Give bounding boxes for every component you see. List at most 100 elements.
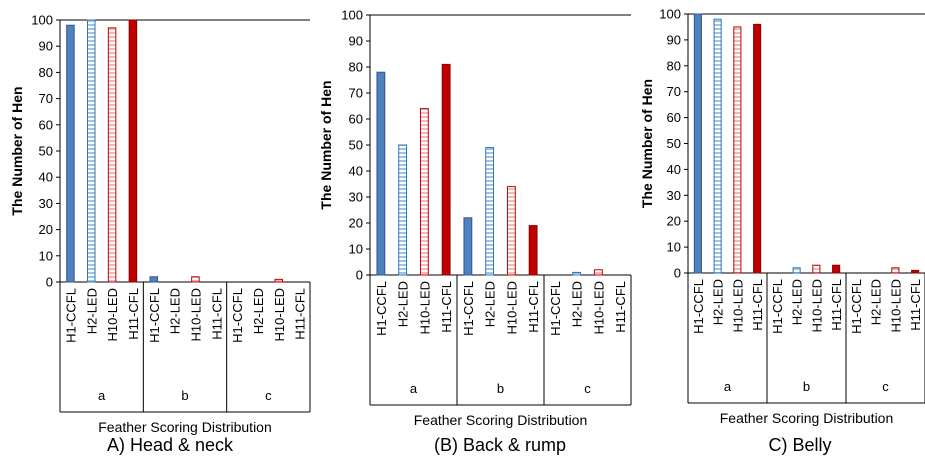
y-tick-label: 80 [667,58,681,73]
y-tick-label: 60 [349,112,363,127]
x-category-label: H10-LED [272,288,287,341]
y-tick-label: 90 [349,34,363,49]
y-tick-label: 50 [349,138,363,153]
x-category-label: H10-LED [888,279,903,332]
y-tick-label: 60 [667,110,681,125]
x-category-label: H2-LED [168,288,183,334]
y-tick-label: 10 [39,248,53,263]
y-tick-label: 100 [659,7,681,22]
y-tick-label: 70 [349,86,363,101]
y-tick-label: 40 [667,162,681,177]
x-category-label: H2-LED [711,279,726,325]
x-category-label: H10-LED [504,281,519,334]
bar-a-h11-cfl [441,63,451,276]
y-tick-label: 0 [46,275,53,290]
x-category-label: H10-LED [417,281,432,334]
bar-b-h2-led [485,147,495,276]
x-category-label: H1-CCFL [63,288,78,343]
bar-c-h11-cfl [911,269,920,274]
x-category-label: H2-LED [84,288,99,334]
x-group-label: a [724,379,732,394]
bar-a-h1-ccfl [376,71,386,276]
bar-a-h11-cfl [128,19,138,283]
y-tick-label: 50 [667,136,681,151]
bar-c-h10-led [593,269,603,276]
bar-c-h2-led [572,271,582,276]
x-category-label: H1-CCFL [548,281,563,336]
x-category-label: H11-CFL [126,288,141,340]
x-category-label: H11-CFL [526,281,541,333]
bar-a-h2-led [87,19,96,283]
bar-b-h10-led [812,264,821,274]
x-group-label: a [98,388,106,403]
bar-a-h2-led [713,18,722,274]
x-category-label: H11-CFL [613,281,628,333]
y-tick-label: 70 [667,84,681,99]
x-group-label: a [410,381,418,396]
y-axis-title: The Number of Hen [639,79,655,208]
y-tick-label: 70 [39,91,53,106]
bar-c-h10-led [891,267,900,274]
bar-a-h2-led [398,144,408,276]
bar-b-h11-cfl [832,264,841,274]
x-category-label: H11-CFL [750,279,765,331]
x-category-label: H1-CCFL [849,279,864,334]
bar-a-h10-led [107,27,117,283]
bar-b-h11-cfl [528,225,538,276]
x-category-label: H10-LED [105,288,120,341]
y-tick-label: 10 [349,242,363,257]
bar-b-h2-led [792,267,801,274]
x-group-label: c [882,379,889,394]
bar-a-h10-led [733,26,742,274]
y-tick-label: 20 [39,222,53,237]
y-tick-label: 0 [356,268,363,283]
x-category-label: H2-LED [869,279,884,325]
bar-b-h10-led [506,186,516,276]
x-category-label: H1-CCFL [691,279,706,334]
x-category-label: H11-CFL [829,279,844,331]
bar-b-h1-ccfl [149,276,158,283]
bar-c-h10-led [274,278,283,283]
x-category-label: H2-LED [483,281,498,327]
y-tick-label: 30 [39,196,53,211]
bar-a-h11-cfl [753,23,762,274]
y-tick-label: 90 [39,39,53,54]
x-category-label: H10-LED [188,288,203,341]
y-tick-label: 30 [349,190,363,205]
y-tick-label: 20 [667,214,681,229]
x-category-label: H1-CCFL [461,281,476,336]
x-category-label: H10-LED [591,281,606,334]
bar-b-h10-led [191,276,200,283]
chart-panel-3: 0 10 20 30 40 50 60 70 80 90 100 H1-CCFL H2-LED H10-L… [639,7,925,455]
chart-caption: C) Belly [768,435,831,455]
chart-caption: A) Head & neck [107,435,234,455]
y-tick-label: 100 [31,13,53,28]
x-category-label: H10-LED [809,279,824,332]
y-tick-label: 0 [674,266,681,281]
bar-b-h1-ccfl [463,217,473,276]
x-group-label: b [497,381,504,396]
x-group-label: c [584,381,591,396]
y-tick-label: 40 [349,164,363,179]
y-tick-label: 80 [349,60,363,75]
x-category-label: H11-CFL [293,288,308,340]
y-tick-label: 100 [341,8,363,23]
bar-a-h1-ccfl [693,13,702,274]
y-axis-title: The Number of Hen [9,86,25,215]
chart-panel-1: 0 10 20 30 40 50 60 70 80 90 100 H1-CCFL H2-LED H10-L… [9,13,311,455]
x-axis-title: Feather Scoring Distribution [98,419,272,435]
x-category-label: H11-CFL [209,288,224,340]
chart-panel-2: 0 10 20 30 40 50 60 70 80 90 100 H1-CCFL H2-LED H10-L… [318,8,632,455]
y-tick-label: 50 [39,144,53,159]
x-category-label: H2-LED [396,281,411,327]
x-category-label: H2-LED [790,279,805,325]
y-tick-label: 30 [667,188,681,203]
x-group-label: b [181,388,188,403]
y-tick-label: 80 [39,65,53,80]
x-category-label: H2-LED [251,288,266,334]
bar-a-h1-ccfl [66,24,75,283]
x-category-label: H11-CFL [439,281,454,333]
chart-caption: (B) Back & rump [434,435,566,455]
x-category-label: H1-CCFL [147,288,162,343]
